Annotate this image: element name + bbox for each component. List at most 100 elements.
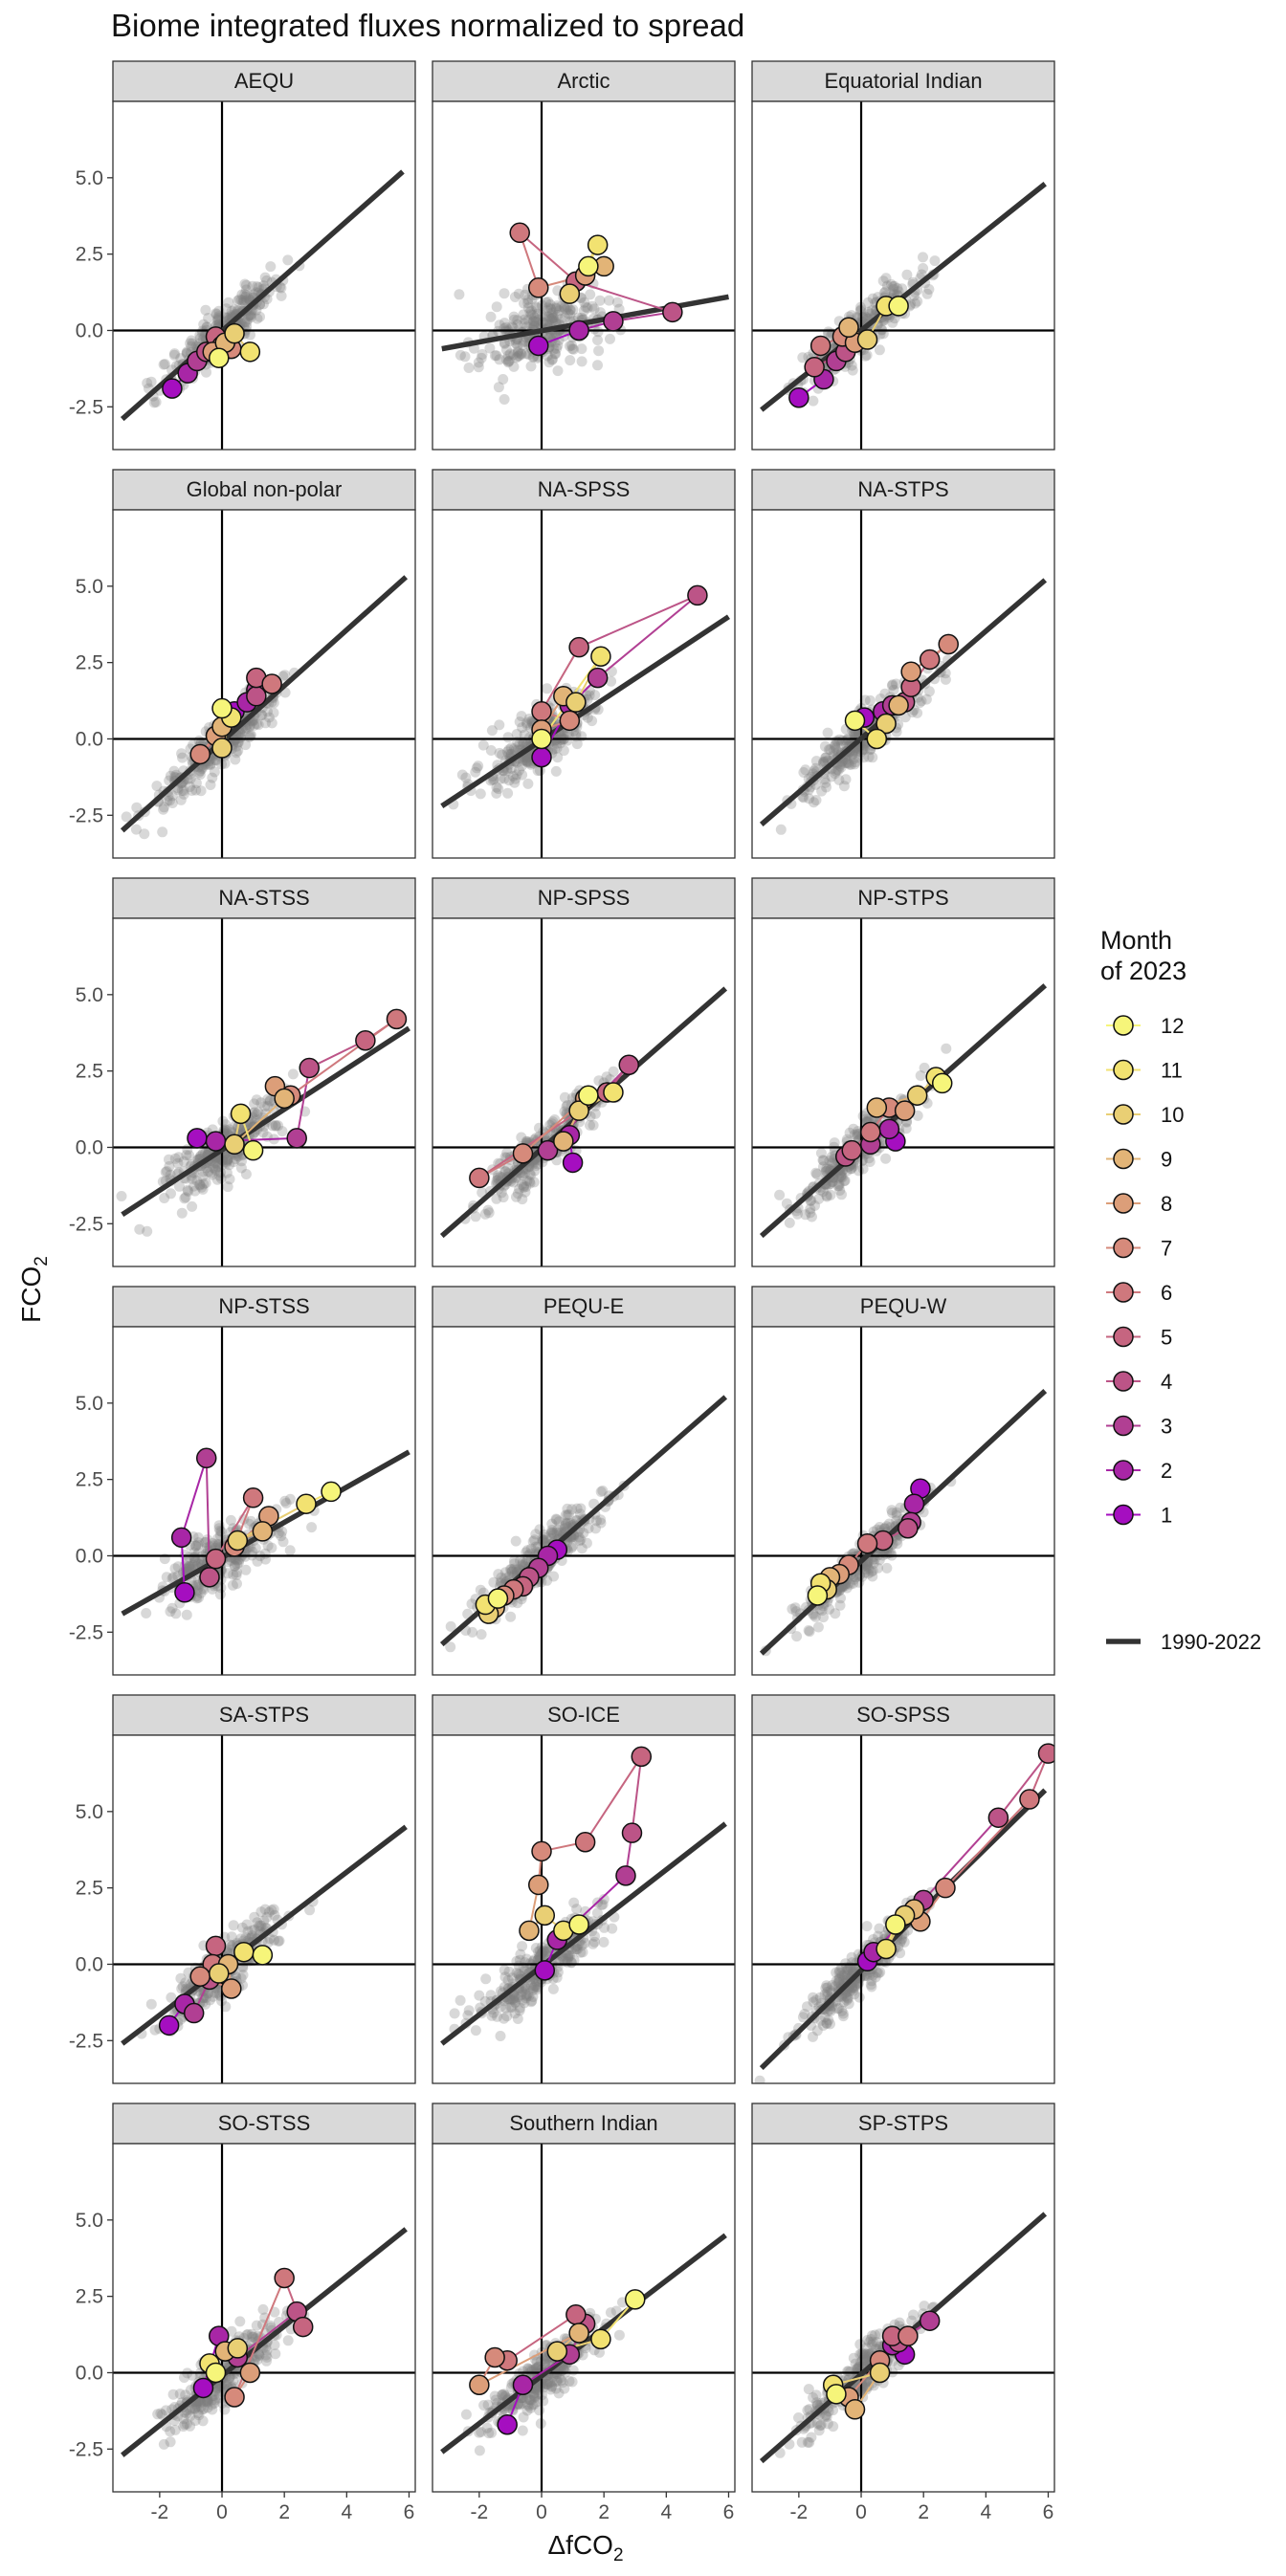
historical-point (820, 2012, 831, 2022)
historical-point (472, 762, 482, 773)
panel-na-stps: NA-STPS (752, 470, 1054, 858)
facet-label: NA-STPS (857, 477, 948, 501)
month-12-point (889, 297, 908, 316)
panel-aequ: AEQU-2.50.02.55.0 (69, 61, 415, 450)
month-11-point (297, 1494, 316, 1513)
month-12-point (846, 711, 865, 730)
month-3-point (287, 1129, 306, 1148)
historical-point (863, 297, 874, 308)
panel-np-stss: NP-STSS-2.50.02.55.0 (69, 1287, 415, 1675)
historical-point (593, 345, 604, 356)
month-6-point (576, 1833, 595, 1852)
historical-point (496, 774, 506, 784)
month-11-point (591, 647, 610, 666)
historical-point (229, 1156, 239, 1167)
y-tick-label: 2.5 (76, 1469, 103, 1491)
facet-label: SO-SPSS (856, 1703, 950, 1727)
historical-point (151, 781, 162, 791)
historical-point (211, 308, 221, 319)
historical-point (589, 303, 600, 314)
historical-point (565, 1950, 575, 1961)
historical-point (577, 1543, 588, 1553)
historical-point (237, 1923, 248, 1933)
historical-point (822, 1192, 832, 1202)
historical-point (605, 334, 615, 344)
month-5-point (842, 1141, 861, 1160)
historical-point (866, 1975, 876, 1986)
month-2-point (904, 1494, 923, 1513)
historical-point (131, 825, 142, 835)
panel-background (113, 1327, 415, 1675)
panel-pequ-w: PEQU-W (752, 1287, 1054, 1675)
historical-point (249, 1098, 259, 1109)
y-tick-label: 5.0 (76, 576, 103, 598)
month-12-point (322, 1482, 341, 1501)
historical-point (176, 748, 187, 759)
month-9-point (867, 1098, 886, 1117)
y-tick-label: 5.0 (76, 984, 103, 1006)
month-8-point (901, 662, 920, 681)
month-10-point (858, 330, 877, 349)
historical-point (502, 788, 513, 799)
month-7-point (560, 711, 579, 730)
y-tick-label: 2.5 (76, 244, 103, 266)
month-5-point (207, 1550, 226, 1569)
facet-label: Global non-polar (187, 477, 343, 501)
historical-point (269, 1904, 279, 1915)
historical-point (281, 1498, 292, 1508)
historical-point (117, 1191, 127, 1201)
month-2-point (172, 1528, 191, 1547)
month-10-point (210, 1964, 229, 1983)
panel-so-spss: SO-SPSS (752, 1695, 1057, 2086)
month-12-point (244, 1141, 263, 1160)
month-4-point (688, 585, 707, 605)
month-1-point (175, 1583, 194, 1602)
historical-point (288, 1068, 299, 1079)
historical-point (599, 1937, 610, 1948)
historical-point (486, 312, 497, 322)
historical-point (774, 1190, 785, 1200)
month-10-point (908, 1086, 927, 1105)
facet-label: SA-STPS (219, 1703, 309, 1727)
historical-point (496, 2031, 506, 2041)
month-3-point (185, 2004, 204, 2023)
historical-point (590, 1109, 601, 1119)
historical-point (526, 1544, 537, 1554)
historical-point (509, 1555, 520, 1566)
panel-background (113, 918, 415, 1266)
month-6-point (262, 674, 281, 694)
month-12-point (210, 348, 229, 367)
historical-point (565, 355, 575, 365)
historical-point (831, 1976, 842, 1987)
historical-point (182, 1610, 192, 1620)
month-1-point (529, 336, 548, 355)
historical-point (547, 313, 558, 323)
month-4-point (663, 302, 682, 321)
panel-np-spss: NP-SPSS (432, 878, 735, 1266)
historical-point (875, 1967, 885, 1977)
facet-label: NP-SPSS (538, 886, 631, 910)
historical-point (808, 2032, 818, 2042)
historical-point (161, 1167, 171, 1178)
y-tick-label: -2.5 (69, 1213, 103, 1235)
month-5-point (805, 358, 824, 377)
month-7-point (529, 278, 548, 297)
historical-point (197, 1172, 208, 1182)
month-12-point (579, 256, 598, 275)
historical-point (918, 252, 928, 262)
historical-point (813, 1622, 824, 1633)
month-6-point (858, 1534, 877, 1553)
month-1-point (532, 748, 551, 767)
historical-point (798, 767, 809, 778)
historical-point (505, 1612, 516, 1622)
historical-point (808, 396, 818, 407)
historical-point (824, 1604, 834, 1615)
historical-point (881, 1563, 892, 1574)
panel-sa-stps: SA-STPS-2.50.02.55.0 (69, 1695, 415, 2083)
month-3-point (604, 312, 623, 331)
y-tick-label: 0.0 (76, 1953, 103, 1975)
historical-point (880, 1154, 891, 1164)
historical-point (822, 1987, 832, 1997)
historical-point (839, 781, 850, 791)
